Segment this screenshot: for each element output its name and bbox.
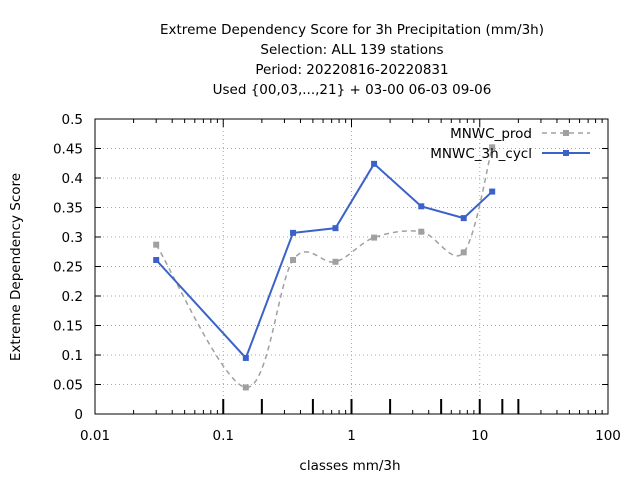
y-tick-label: 0.25 xyxy=(53,260,83,276)
data-point-MNWC_prod xyxy=(153,241,160,248)
data-point-MNWC_prod xyxy=(290,257,297,264)
data-point-MNWC_prod xyxy=(332,258,339,265)
data-point-MNWC_3h_cycl xyxy=(489,188,496,195)
legend-label: MNWC_prod xyxy=(450,126,532,142)
series-layer xyxy=(153,144,496,391)
data-point-MNWC_prod xyxy=(460,249,467,256)
legend-marker xyxy=(563,130,569,136)
x-tick-label: 10 xyxy=(471,428,488,444)
legend-marker xyxy=(563,150,569,156)
chart-title: Extreme Dependency Score for 3h Precipit… xyxy=(160,22,544,98)
data-point-MNWC_3h_cycl xyxy=(332,225,339,232)
axis-ticks: 0 0.05 0.1 0.15 0.2 0.25 0.3 0.35 0.4 0.45 0.5 0.01… xyxy=(53,112,621,444)
data-point-MNWC_3h_cycl xyxy=(153,257,160,264)
y-tick-label: 0.15 xyxy=(53,319,83,335)
x-tick-label: 0.1 xyxy=(213,428,234,444)
y-tick-label: 0.35 xyxy=(53,201,83,217)
title-line: Selection: ALL 139 stations xyxy=(260,42,443,58)
data-point-MNWC_3h_cycl xyxy=(371,160,378,167)
data-point-MNWC_3h_cycl xyxy=(418,203,425,210)
y-tick-label: 0.5 xyxy=(62,112,83,128)
series-line-MNWC_3h_cycl xyxy=(155,162,493,360)
data-point-MNWC_3h_cycl xyxy=(460,215,467,222)
x-tick-label: 100 xyxy=(595,428,621,444)
y-tick-label: 0.05 xyxy=(53,378,83,394)
y-tick-label: 0.45 xyxy=(53,142,83,158)
y-tick-label: 0 xyxy=(74,407,83,423)
data-point-MNWC_prod xyxy=(418,228,425,235)
legend-label: MNWC_3h_cycl xyxy=(430,146,532,162)
y-tick-label: 0.2 xyxy=(62,289,83,305)
title-line: Extreme Dependency Score for 3h Precipit… xyxy=(160,22,544,38)
title-line: Period: 20220816-20220831 xyxy=(255,62,448,78)
y-tick-label: 0.1 xyxy=(62,348,83,364)
data-point-MNWC_3h_cycl xyxy=(290,229,297,236)
data-point-MNWC_prod xyxy=(242,384,249,391)
data-point-MNWC_prod xyxy=(371,234,378,241)
x-tick-label: 1 xyxy=(347,428,356,444)
y-tick-label: 0.4 xyxy=(62,171,83,187)
data-point-MNWC_prod xyxy=(489,144,496,151)
title-line: Used {00,03,...,21} + 03-00 06-03 09-06 xyxy=(213,82,492,98)
x-tick-label: 0.01 xyxy=(80,428,110,444)
y-tick-label: 0.3 xyxy=(62,230,83,246)
data-point-MNWC_3h_cycl xyxy=(242,354,249,361)
series-line-MNWC_prod xyxy=(155,147,493,389)
legend: MNWC_prod MNWC_3h_cycl xyxy=(430,126,590,162)
y-axis-label: Extreme Dependency Score xyxy=(8,173,24,361)
grid-lines xyxy=(95,119,608,414)
x-axis-label: classes mm/3h xyxy=(299,458,400,474)
